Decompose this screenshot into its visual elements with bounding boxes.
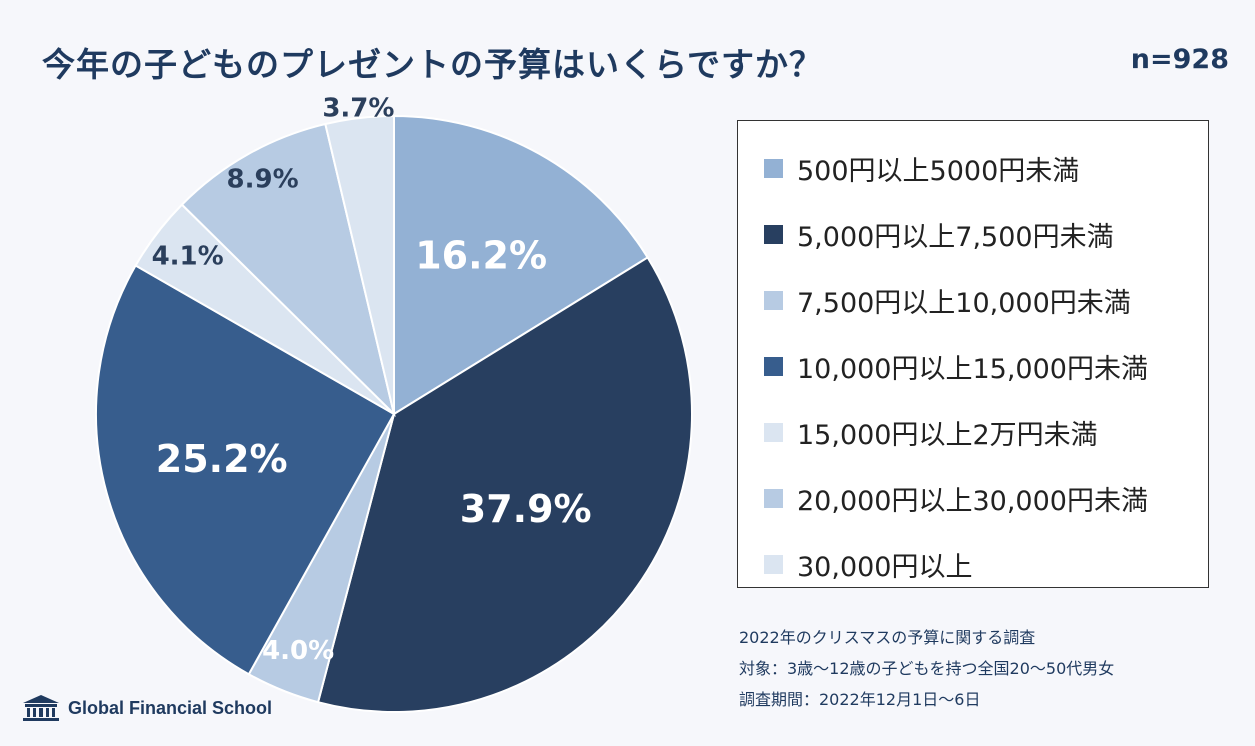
legend-swatch [764, 224, 783, 244]
survey-note-period: 調査期間：2022年12月1日～6日 [739, 690, 981, 709]
pie-data-label: 37.9% [460, 487, 592, 531]
legend-swatch [764, 554, 783, 574]
legend-label: 30,000円以上 [797, 551, 973, 583]
brand-name: Global Financial School [68, 697, 273, 718]
legend-swatch [764, 290, 783, 310]
legend-item: 500円以上5000円未満 [738, 135, 1208, 201]
legend-label: 20,000円以上30,000円未満 [797, 485, 1148, 517]
pie-slice [393, 114, 649, 416]
pie-data-label: 4.1% [152, 242, 224, 272]
legend-label: 5,000円以上7,500円未満 [797, 221, 1114, 253]
legend-item: 7,500円以上10,000円未満 [738, 267, 1208, 333]
legend-item: 30,000円以上 [738, 531, 1208, 597]
legend-item: 15,000円以上2万円未満 [738, 399, 1208, 465]
legend-swatch [764, 488, 783, 508]
brand-logo: Global Financial School [22, 694, 272, 722]
pie-slice [180, 122, 396, 418]
legend-label: 10,000円以上15,000円未満 [797, 353, 1148, 385]
pie-data-label: 8.9% [227, 165, 299, 195]
pie-data-label: 3.7% [322, 94, 394, 124]
pie-slice [95, 264, 396, 676]
legend-swatch [764, 356, 783, 376]
legend-item: 5,000円以上7,500円未満 [738, 201, 1208, 267]
legend-swatch [764, 422, 783, 442]
survey-note-title: 2022年のクリスマスの予算に関する調査 [739, 628, 1036, 647]
legend-label: 15,000円以上2万円未満 [797, 419, 1098, 451]
legend-label: 500円以上5000円未満 [797, 155, 1080, 187]
pie-chart: 16.2% 37.9% 4.0% 25.2% 4.1% 8.9% 3.7% [95, 94, 693, 713]
legend: 500円以上5000円未満 5,000円以上7,500円未満 7,500円以上10,… [737, 120, 1209, 588]
pie-data-label: 4.0% [262, 636, 334, 666]
pie-data-label: 25.2% [156, 437, 288, 481]
legend-item: 20,000円以上30,000円未満 [738, 465, 1208, 531]
pie-slice [324, 114, 395, 415]
pie-slice [316, 256, 693, 713]
chart-title: 今年の子どものプレゼントの予算はいくらですか？ [42, 45, 824, 84]
legend-label: 7,500円以上10,000円未満 [797, 287, 1131, 319]
survey-note-target: 対象：3歳～12歳の子どもを持つ全国20～50代男女 [739, 659, 1115, 678]
legend-item: 10,000円以上15,000円未満 [738, 333, 1208, 399]
survey-notes: 2022年のクリスマスの予算に関する調査 対象：3歳～12歳の子どもを持つ全国2… [739, 622, 1114, 715]
school-building-icon [23, 695, 59, 721]
sample-size: n=928 [1130, 44, 1229, 75]
pie-data-label: 16.2% [415, 233, 547, 277]
legend-swatch [764, 158, 783, 178]
